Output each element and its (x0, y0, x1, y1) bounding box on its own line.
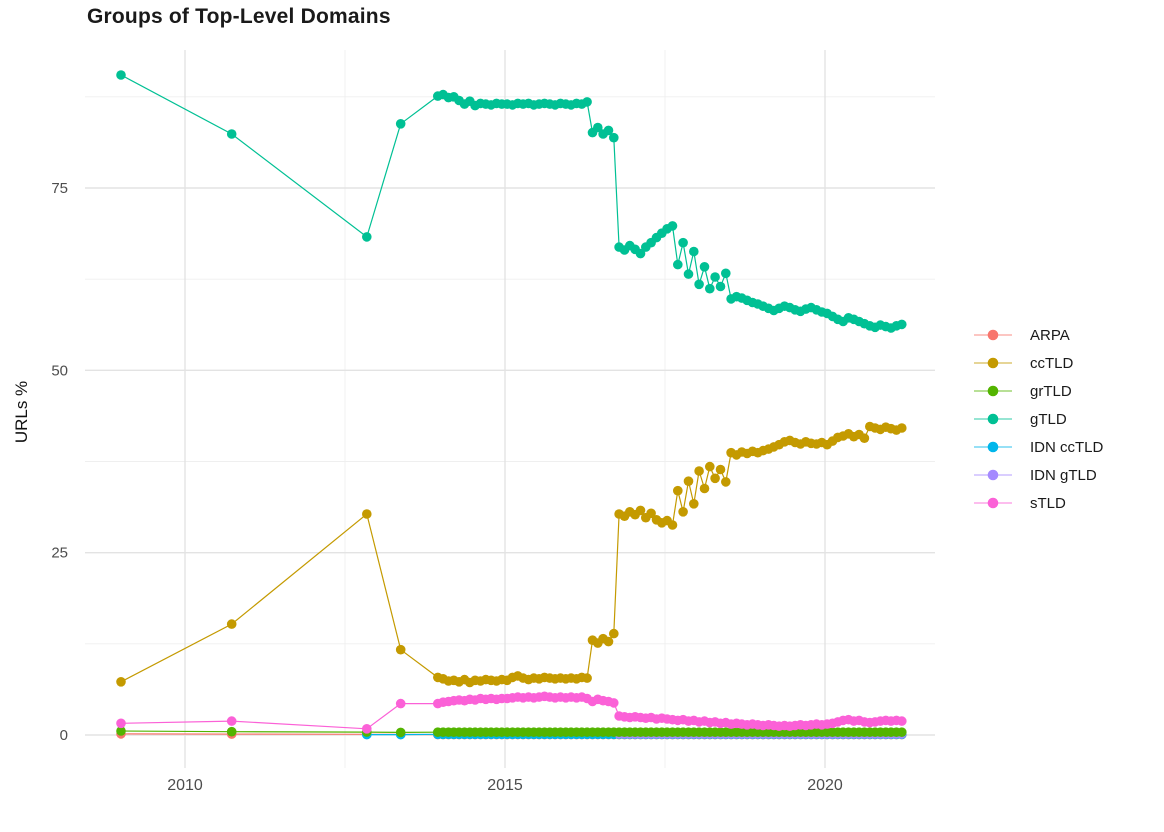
data-point (362, 724, 372, 734)
data-point (227, 129, 237, 139)
data-point (396, 728, 406, 738)
data-point (705, 462, 715, 472)
legend-label: ARPA (1030, 327, 1070, 344)
data-point (582, 97, 592, 107)
legend-key-dot (988, 330, 999, 341)
data-point (227, 619, 237, 629)
data-point (716, 465, 726, 475)
data-point (700, 262, 710, 272)
x-tick-label: 2015 (487, 777, 523, 794)
data-point (689, 247, 699, 257)
data-point (694, 280, 704, 290)
data-point (582, 673, 592, 683)
data-point (897, 716, 907, 726)
data-point (694, 466, 704, 476)
x-tick-label: 2020 (807, 777, 843, 794)
data-point (721, 269, 731, 279)
y-tick-label: 25 (51, 545, 68, 562)
data-point (897, 320, 907, 330)
legend-label: IDN ccTLD (1030, 439, 1104, 456)
legend-label: gTLD (1030, 411, 1067, 428)
data-point (721, 477, 731, 487)
data-point (609, 133, 619, 143)
y-tick-label: 0 (60, 727, 68, 744)
data-point (673, 486, 683, 496)
legend-label: IDN gTLD (1030, 467, 1097, 484)
data-point (684, 269, 694, 279)
legend-key-dot (988, 498, 999, 509)
data-point (710, 474, 720, 484)
data-point (362, 232, 372, 242)
data-point (396, 699, 406, 709)
y-tick-label: 75 (51, 180, 68, 197)
data-point (116, 677, 126, 687)
data-point (860, 433, 870, 443)
data-point (684, 476, 694, 486)
data-point (116, 70, 126, 80)
legend-key-dot (988, 442, 999, 453)
data-point (604, 637, 614, 647)
data-point (609, 629, 619, 639)
y-axis-title: URLs % (12, 381, 32, 443)
data-point (668, 221, 678, 231)
data-point (116, 719, 126, 729)
data-point (678, 507, 688, 517)
data-point (396, 645, 406, 655)
data-point (673, 260, 683, 270)
legend-label: sTLD (1030, 495, 1066, 512)
data-point (689, 499, 699, 509)
x-tick-label: 2010 (167, 777, 203, 794)
legend-key-dot (988, 470, 999, 481)
legend-key-dot (988, 414, 999, 425)
y-tick-label: 50 (51, 362, 68, 379)
chart-title: Groups of Top-Level Domains (87, 5, 391, 29)
data-point (678, 238, 688, 248)
data-point (227, 716, 237, 726)
legend-key-dot (988, 386, 999, 397)
data-point (705, 284, 715, 294)
data-point (396, 119, 406, 129)
data-point (362, 509, 372, 519)
data-point (897, 423, 907, 433)
data-point (668, 520, 678, 530)
data-point (700, 484, 710, 494)
data-point (710, 272, 720, 282)
legend-label: grTLD (1030, 383, 1072, 400)
data-point (227, 727, 237, 737)
legend-label: ccTLD (1030, 355, 1074, 372)
data-point (609, 698, 619, 708)
data-point (716, 282, 726, 292)
data-point (897, 727, 907, 737)
legend-key-dot (988, 358, 999, 369)
